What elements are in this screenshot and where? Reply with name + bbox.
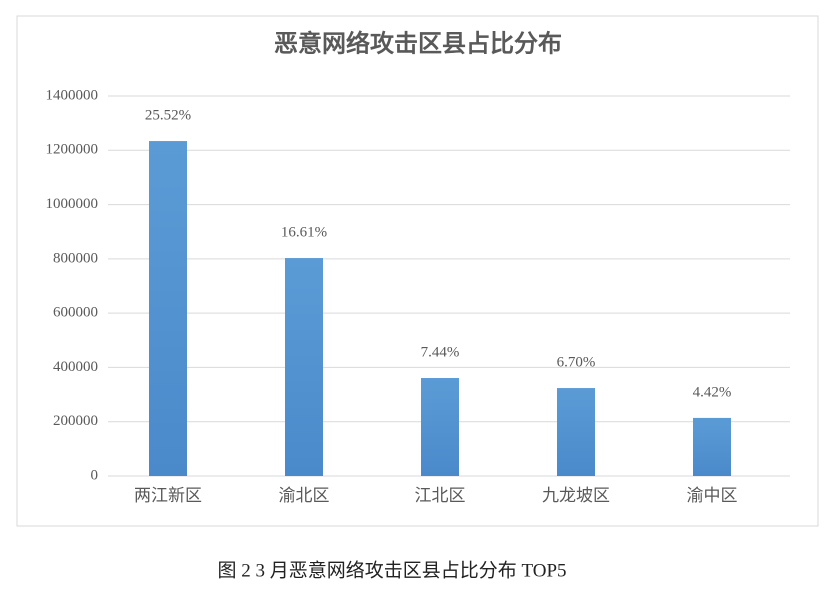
bar: [421, 378, 459, 476]
bar: [693, 417, 731, 476]
y-tick-label: 200000: [53, 413, 98, 429]
percent-label: 16.61%: [281, 224, 327, 240]
y-tick-label: 1200000: [46, 142, 99, 158]
percent-label: 25.52%: [145, 107, 191, 123]
x-tick-label: 渝北区: [279, 486, 330, 505]
percent-label: 6.70%: [557, 354, 596, 370]
bar: [285, 258, 323, 476]
x-tick-label: 两江新区: [134, 486, 202, 505]
percent-label: 4.42%: [693, 384, 732, 400]
y-tick-label: 1400000: [46, 87, 99, 103]
percent-label: 7.44%: [421, 344, 460, 360]
y-tick-label: 400000: [53, 359, 98, 375]
y-tick-label: 800000: [53, 250, 98, 266]
x-tick-label: 渝中区: [687, 486, 738, 505]
caption: 图 2 3 月恶意网络攻击区县占比分布 TOP5: [217, 559, 566, 581]
y-tick-label: 0: [91, 467, 99, 483]
y-tick-label: 600000: [53, 305, 98, 321]
bar: [557, 388, 595, 476]
x-tick-label: 九龙坡区: [542, 486, 610, 505]
x-tick-label: 江北区: [415, 486, 466, 505]
chart-title: 恶意网络攻击区县占比分布: [274, 30, 562, 58]
bar: [149, 141, 187, 477]
y-tick-label: 1000000: [46, 196, 99, 212]
